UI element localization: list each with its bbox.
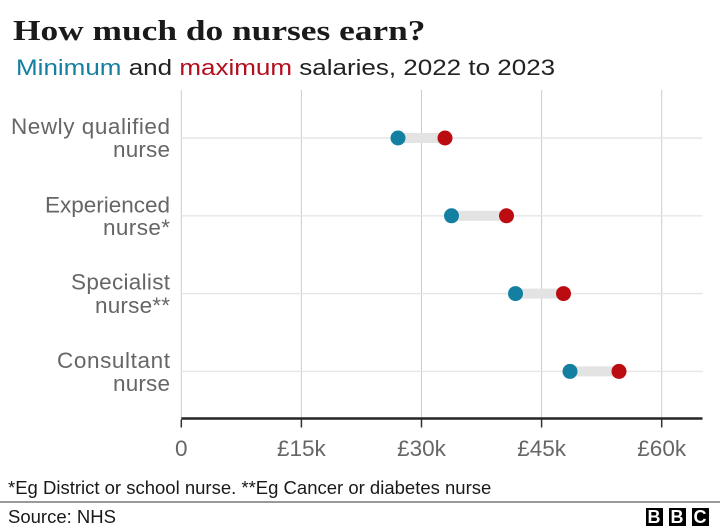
svg-text:nurse: nurse: [113, 371, 170, 396]
svg-text:Newly qualified: Newly qualified: [11, 114, 170, 139]
svg-text:nurse: nurse: [113, 137, 170, 162]
svg-text:£15k: £15k: [277, 436, 327, 461]
svg-text:0: 0: [175, 436, 188, 461]
svg-text:Experienced: Experienced: [45, 192, 170, 217]
svg-text:Specialist: Specialist: [71, 269, 171, 294]
svg-text:nurse*: nurse*: [103, 215, 170, 240]
svg-text:£45k: £45k: [517, 436, 567, 461]
svg-text:nurse**: nurse**: [95, 293, 170, 318]
svg-text:Consultant: Consultant: [57, 348, 171, 373]
svg-text:£30k: £30k: [397, 436, 447, 461]
svg-text:£60k: £60k: [637, 436, 687, 461]
